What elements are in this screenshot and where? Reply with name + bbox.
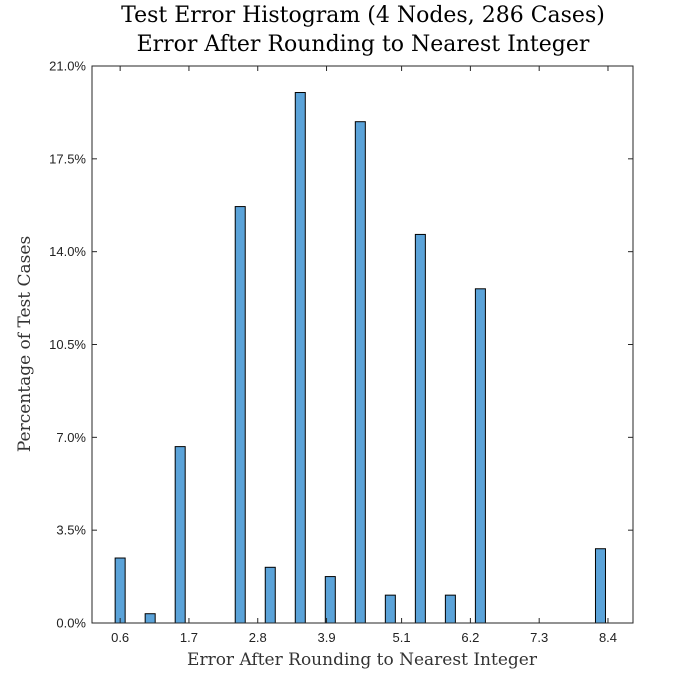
plot-frame: [91, 65, 634, 624]
bar: [294, 92, 306, 624]
bar: [264, 566, 276, 624]
x-axis-ticks: 0.6 1.7 2.8 3.9 5.1 6.2 7.3 8.4: [111, 66, 617, 645]
bar: [444, 594, 456, 624]
y-tick-label: 7.0%: [56, 430, 86, 445]
y-tick-label: 3.5%: [56, 523, 86, 538]
x-tick-label: 6.2: [461, 630, 479, 645]
x-tick-label: 0.6: [111, 630, 129, 645]
bar: [234, 206, 246, 624]
y-axis-ticks: 0.0% 3.5% 7.0% 10.5% 14.0% 17.5% 21.0%: [49, 59, 633, 631]
x-tick-label: 8.4: [599, 630, 617, 645]
bar: [594, 548, 606, 624]
y-tick-label: 0.0%: [56, 616, 86, 631]
y-axis-label: Percentage of Test Cases: [15, 236, 35, 452]
bar: [414, 233, 426, 624]
x-tick-label: 7.3: [530, 630, 548, 645]
y-tick-label: 10.5%: [49, 337, 86, 352]
x-tick-label: 5.1: [393, 630, 411, 645]
x-tick-label: 3.9: [317, 630, 335, 645]
bar: [354, 121, 366, 624]
chart-subtitle: Error After Rounding to Nearest Integer: [137, 32, 590, 57]
bar: [324, 576, 336, 624]
x-tick-label: 1.7: [180, 630, 198, 645]
chart-title: Test Error Histogram (4 Nodes, 286 Cases…: [121, 3, 605, 28]
bar: [114, 557, 126, 624]
bar: [144, 613, 156, 624]
x-axis-label: Error After Rounding to Nearest Integer: [187, 650, 538, 670]
y-tick-label: 21.0%: [49, 59, 86, 74]
y-tick-label: 17.5%: [49, 151, 86, 166]
y-tick-label: 14.0%: [49, 244, 86, 259]
bar: [384, 594, 396, 624]
bar: [174, 446, 186, 624]
bar-series: [114, 92, 606, 624]
x-tick-label: 2.8: [249, 630, 267, 645]
bar: [474, 288, 486, 624]
